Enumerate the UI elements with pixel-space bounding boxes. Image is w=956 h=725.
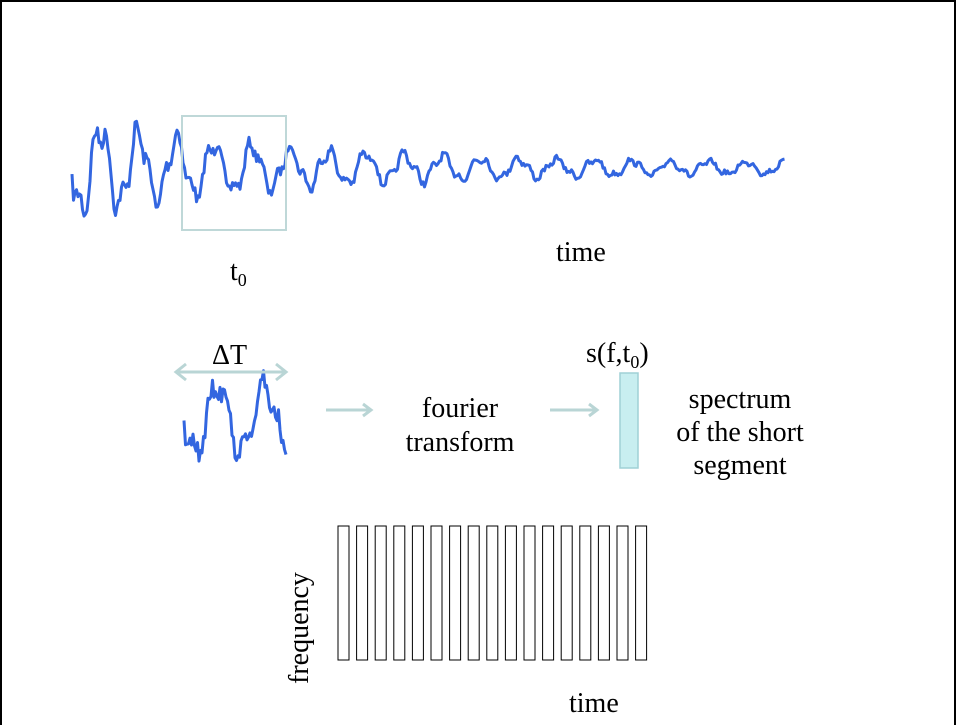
fourier-line-1: fourier [421,393,499,424]
spectrogram-column [616,525,629,661]
fourier-transform-label: fourier transform [390,392,530,460]
s-prefix: s(f,t [586,338,631,369]
s-suffix: ) [639,338,649,369]
t0-base: t [230,256,238,287]
s-subscript: 0 [630,352,640,372]
spectrogram-column [635,525,648,661]
spectrogram-column [504,525,517,661]
spectrogram-column [337,525,350,661]
spectrogram-column [597,525,610,661]
spectrogram-column [560,525,573,661]
spectrogram-column [356,525,369,661]
spectrogram-column [467,525,480,661]
spectrogram-column [579,525,592,661]
spectrum-line-3: segment [693,450,787,481]
spectrogram-column [430,525,443,661]
analysis-window-box [181,115,287,231]
time-axis-label-top: time [556,237,606,268]
segment-waveform [182,369,288,463]
time-axis-label-bottom: time [569,688,619,719]
spectrogram-column [411,525,424,661]
spectrogram-column [393,525,406,661]
arrow-to-fourier [326,402,374,418]
signal-waveform [70,119,785,218]
spectrum-function-label: s(f,t0) [586,338,649,372]
spectrogram-grid [337,525,648,661]
spectrum-line-2: of the short [676,417,804,448]
spectrum-description-label: spectrum of the short segment [650,383,830,482]
spectrum-line-1: spectrum [688,384,792,415]
spectrogram-column [449,525,462,661]
spectrum-bar [619,372,639,469]
spectrogram-column [486,525,499,661]
delta-t-arrow [173,362,289,382]
t0-subscript: 0 [237,270,247,290]
frequency-axis-label: frequency [284,572,315,684]
delta-t-label: ΔT [212,340,248,371]
spectrogram-column [523,525,536,661]
spectrogram-column [374,525,387,661]
spectrogram-column [542,525,555,661]
t0-label: t0 [230,256,247,290]
fourier-line-2: transform [405,427,515,458]
arrow-to-spectrum [550,402,600,418]
